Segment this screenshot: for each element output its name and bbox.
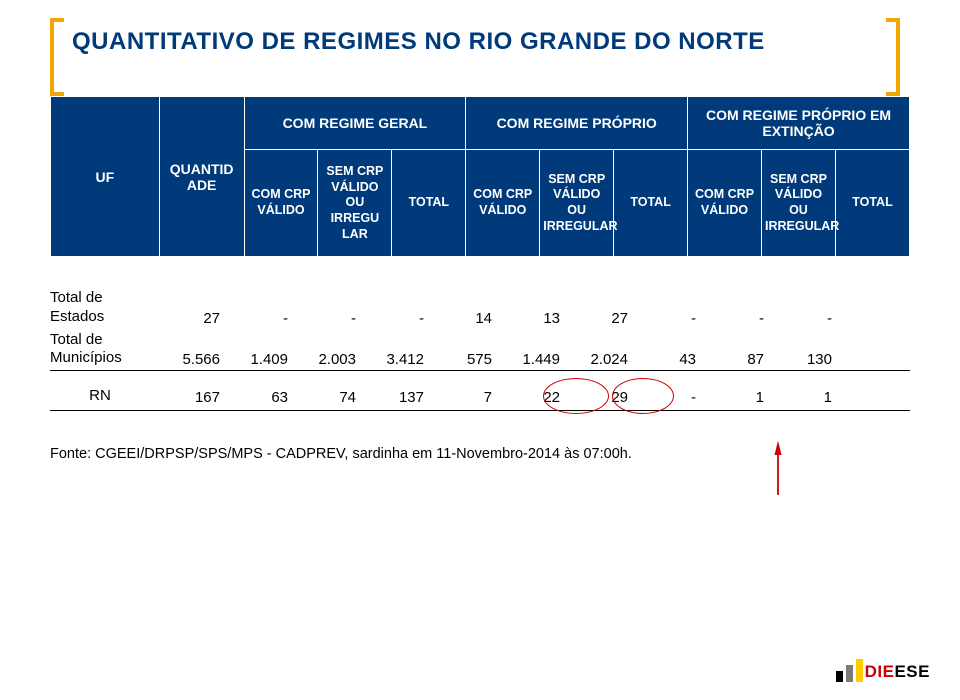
row-label: RN	[50, 385, 150, 408]
cell: 7	[432, 387, 500, 408]
cell: -	[772, 308, 840, 329]
col-proprio-total: TOTAL	[614, 150, 688, 257]
cell: 167	[150, 387, 228, 408]
cell: 74	[296, 387, 364, 408]
cell: 1.449	[500, 349, 568, 370]
cell: 137	[364, 387, 432, 408]
logo: DIEESE	[836, 659, 930, 682]
col-uf: UF	[51, 97, 160, 257]
row-label: Total de Estados	[50, 287, 150, 329]
col-proprio-com: COM CRP VÁLIDO	[466, 150, 540, 257]
cell: -	[364, 308, 432, 329]
cell: 14	[432, 308, 500, 329]
cell: 130	[772, 349, 840, 370]
col-geral-com: COM CRP VÁLIDO	[244, 150, 318, 257]
cell: 87	[704, 349, 772, 370]
header-table: UF QUANTID ADE COM REGIME GERAL COM REGI…	[50, 96, 910, 257]
cell: 63	[228, 387, 296, 408]
cell: 2.003	[296, 349, 364, 370]
cell: -	[296, 308, 364, 329]
cell: 575	[432, 349, 500, 370]
group-regime-extincao: COM REGIME PRÓPRIO EM EXTINÇÃO	[688, 97, 910, 150]
cell: 3.412	[364, 349, 432, 370]
table-row-municipios: Total de Municípios 5.566 1.409 2.003 3.…	[50, 329, 910, 372]
cell: 1.409	[228, 349, 296, 370]
pointer-arrow	[763, 440, 793, 500]
col-proprio-sem: SEM CRP VÁLIDO OU IRREGULAR	[540, 150, 614, 257]
col-geral-sem: SEM CRP VÁLIDO OU IRREGU LAR	[318, 150, 392, 257]
cell: -	[636, 308, 704, 329]
cell: 1	[704, 387, 772, 408]
col-ext-sem: SEM CRP VÁLIDO OU IRREGULAR	[762, 150, 836, 257]
group-regime-geral: COM REGIME GERAL	[244, 97, 466, 150]
cell: 43	[636, 349, 704, 370]
highlight-ellipse-2	[612, 378, 674, 414]
cell: -	[704, 308, 772, 329]
highlight-ellipse-1	[543, 378, 609, 414]
bracket-left-decoration	[50, 18, 64, 96]
bracket-right-decoration	[886, 18, 900, 96]
cell: 27	[150, 308, 228, 329]
cell: 1	[772, 387, 840, 408]
logo-bars-icon	[836, 659, 863, 682]
col-quantidade: QUANTID ADE	[159, 97, 244, 257]
table-row-estados: Total de Estados 27 - - - 14 13 27 - - -	[50, 287, 910, 329]
logo-text: DIEESE	[865, 662, 930, 682]
cell: 13	[500, 308, 568, 329]
cell: 2.024	[568, 349, 636, 370]
col-ext-total: TOTAL	[835, 150, 909, 257]
col-geral-total: TOTAL	[392, 150, 466, 257]
cell: 27	[568, 308, 636, 329]
group-regime-proprio: COM REGIME PRÓPRIO	[466, 97, 688, 150]
page-title: QUANTITATIVO DE REGIMES NO RIO GRANDE DO…	[50, 28, 910, 56]
cell: 5.566	[150, 349, 228, 370]
row-label: Total de Municípios	[50, 329, 150, 371]
col-ext-com: COM CRP VÁLIDO	[688, 150, 762, 257]
title-block: QUANTITATIVO DE REGIMES NO RIO GRANDE DO…	[50, 28, 910, 56]
cell: -	[228, 308, 296, 329]
data-rows: Total de Estados 27 - - - 14 13 27 - - -…	[50, 287, 910, 411]
table-row-rn: RN 167 63 74 137 7 22 29 - 1 1	[50, 385, 910, 411]
